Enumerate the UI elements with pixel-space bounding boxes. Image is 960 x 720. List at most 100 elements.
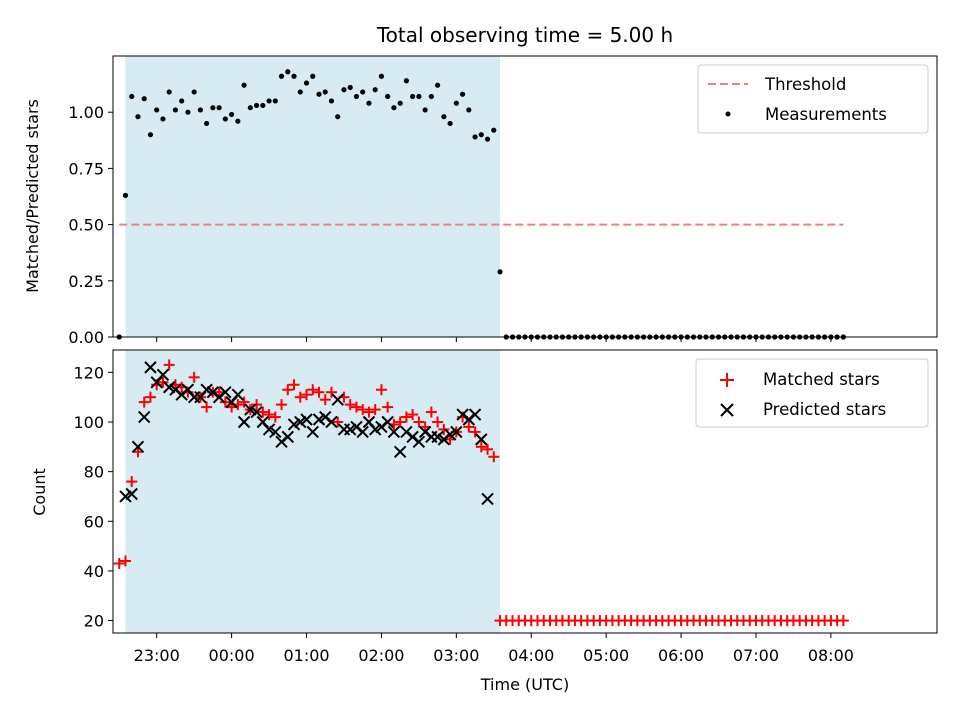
measurement-point <box>172 107 179 113</box>
measurement-point <box>428 93 434 100</box>
x-tick-label: 02:00 <box>358 646 404 665</box>
predicted-star-point <box>356 425 369 439</box>
matched-star-point <box>350 401 362 413</box>
predicted-star-point <box>381 415 394 429</box>
x-tick-label: 08:00 <box>808 646 854 665</box>
measurement-point <box>135 114 141 120</box>
y-tick-label: 80 <box>84 463 104 482</box>
measurement-point <box>335 114 341 120</box>
measurement-point <box>166 89 172 95</box>
measurement-point <box>484 136 491 142</box>
bottom-y-axis-label: Count <box>30 468 49 516</box>
measurement-point <box>416 93 422 100</box>
matched-star-point <box>488 451 500 463</box>
bottom-legend-frame <box>695 358 929 428</box>
y-tick-label: 0.00 <box>68 328 104 347</box>
bottom-panel: 20 40 60 80 100 120 23:00 00:00 01:00 02:00 03:00… <box>30 349 938 694</box>
measurement-point <box>122 192 129 198</box>
matched-star-point <box>438 423 450 435</box>
top-y-axis-label: Matched/Predicted stars <box>23 99 42 293</box>
x-tick-label: 03:00 <box>433 646 479 665</box>
x-tick-label: 07:00 <box>733 646 779 665</box>
predicted-star-point <box>131 440 145 454</box>
measurement-point <box>478 132 484 138</box>
matched-star-point <box>282 384 294 396</box>
predicted-star-point <box>331 393 344 406</box>
predicted-star-point <box>219 385 232 399</box>
measurement-point <box>366 100 372 106</box>
matched-star-point <box>469 426 481 438</box>
chart-title: Total observing time = 5.00 h <box>376 23 673 47</box>
matched-star-point <box>219 396 231 408</box>
measurement-point <box>247 105 253 111</box>
matched-star-point <box>837 615 849 627</box>
matched-star-point <box>357 404 369 416</box>
measurement-point <box>260 102 266 109</box>
predicted-star-point <box>231 388 245 401</box>
measurement-point <box>266 98 272 104</box>
measurement-point <box>291 73 297 79</box>
matched-star-point <box>325 386 337 398</box>
measurement-point <box>272 98 278 104</box>
predicted-star-point <box>156 368 170 382</box>
predicted-star-point <box>481 492 494 506</box>
measurement-point <box>385 93 391 100</box>
measurement-point <box>147 132 154 138</box>
top-legend: Threshold Measurements <box>697 64 929 134</box>
measurement-point <box>378 73 385 79</box>
measurement-point <box>453 100 459 106</box>
matched-star-point <box>307 384 319 396</box>
matched-star-point <box>288 379 300 391</box>
bottom-axes-frame <box>112 349 938 634</box>
legend-measurements-swatch <box>725 111 731 117</box>
predicted-star-point <box>144 361 157 374</box>
matched-star-point <box>263 409 275 421</box>
matched-star-point <box>425 406 437 418</box>
measurement-point <box>141 96 147 102</box>
y-tick-label: 120 <box>73 363 104 382</box>
matched-star-point <box>119 555 131 567</box>
predicted-star-point <box>325 415 338 429</box>
measurement-point <box>185 109 191 115</box>
x-tick-label: 05:00 <box>583 646 629 665</box>
matched-star-point <box>251 399 263 411</box>
predicted-star-point <box>138 410 151 424</box>
matched-star-point <box>363 406 375 418</box>
measurement-point <box>216 105 222 111</box>
predicted-star-point <box>387 425 401 439</box>
matched-star-point <box>269 411 281 423</box>
y-tick-label: 60 <box>84 512 104 531</box>
predicted-star-point <box>468 408 482 421</box>
predicted-star-point <box>250 405 263 419</box>
bottom-x-ticks: 23:00 00:00 01:00 02:00 03:00 04:00 05:00 06:00… <box>134 633 854 665</box>
measurement-point <box>316 91 322 97</box>
matched-star-point <box>163 359 175 371</box>
predicted-star-point <box>125 487 138 501</box>
measurement-point <box>403 78 409 84</box>
measurement-point <box>435 82 441 88</box>
measurement-point <box>229 111 235 118</box>
matched-star-point <box>413 416 425 428</box>
bottom-legend: Matched stars Predicted stars <box>695 358 929 428</box>
x-tick-label: 06:00 <box>658 646 704 665</box>
measurement-point <box>328 98 335 104</box>
y-tick-label: 0.75 <box>68 159 104 178</box>
matched-star-point <box>344 399 356 411</box>
measurement-point <box>303 80 310 86</box>
matched-star-point <box>138 396 150 408</box>
predicted-star-point <box>475 433 488 446</box>
measurement-point <box>129 93 135 100</box>
measurement-point <box>360 89 366 95</box>
matched-star-point <box>432 416 444 428</box>
matched-star-point <box>475 441 487 453</box>
matched-star-point <box>157 376 169 388</box>
y-tick-label: 40 <box>84 562 104 581</box>
measurement-point <box>459 91 466 97</box>
measurement-point <box>241 82 247 88</box>
matched-star-point <box>463 421 475 433</box>
predicted-star-point <box>306 425 319 439</box>
measurement-point <box>191 89 197 95</box>
matched-star-point <box>482 443 494 455</box>
legend-matched-label: Matched stars <box>763 370 880 389</box>
measurement-point <box>222 116 228 122</box>
